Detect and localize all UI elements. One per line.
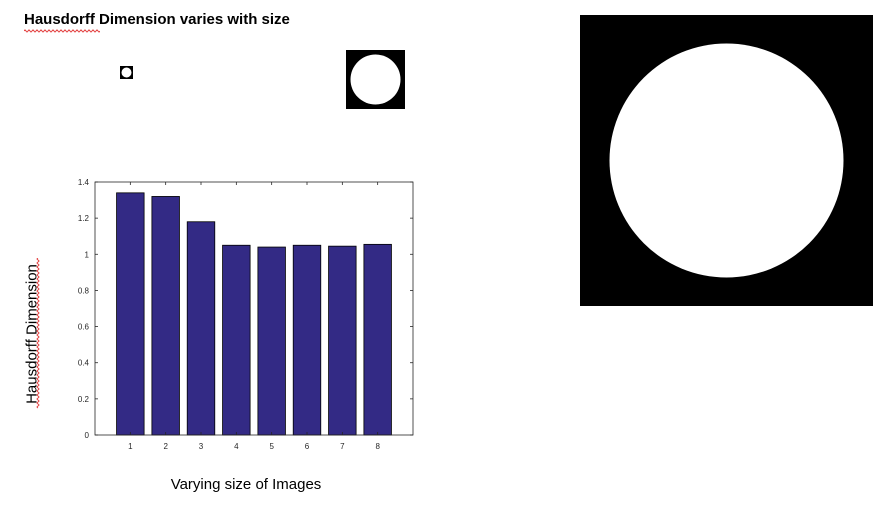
x-tick-label: 2 — [163, 442, 168, 451]
x-tick-label: 8 — [375, 442, 380, 451]
y-tick-label: 0.2 — [78, 395, 90, 404]
y-tick-label: 0.4 — [78, 359, 90, 368]
bar-3 — [186, 221, 216, 436]
large-circle-image — [580, 15, 873, 306]
plot-area — [95, 182, 413, 435]
hausdorff-bar-chart: 0 0.2 0.4 0.6 0.8 1 1.2 1.4 1 2 3 4 5 6 7 8 — [78, 178, 414, 451]
y-tick-label: 0.8 — [78, 286, 90, 295]
small-circle-image — [120, 66, 133, 79]
spellcheck-underline-title — [24, 29, 100, 33]
y-tick-label: 1.4 — [78, 178, 90, 187]
bar-5 — [257, 246, 286, 436]
y-tick-label: 0.6 — [78, 323, 90, 332]
x-tick-label: 7 — [340, 442, 345, 451]
x-tick-label: 3 — [199, 442, 204, 451]
y-tick-label: 0 — [85, 431, 90, 440]
y-tick-label: 1 — [85, 250, 90, 259]
bar-1 — [116, 192, 145, 436]
axes-box — [94, 181, 414, 436]
medium-circle-image — [346, 50, 405, 109]
bar-8 — [363, 243, 392, 436]
spellcheck-underline-ylabel — [36, 258, 40, 409]
y-tick-label: 1.2 — [78, 214, 90, 223]
x-tick-label: 6 — [305, 442, 310, 451]
page-title: Hausdorff Dimension varies with size — [24, 11, 290, 28]
bar-7 — [328, 245, 357, 436]
bar-2 — [151, 196, 180, 436]
bar-6 — [292, 244, 322, 436]
bar-4 — [222, 244, 251, 436]
x-tick-label: 5 — [269, 442, 274, 451]
x-axis-label: Varying size of Images — [170, 476, 322, 493]
x-tick-label: 4 — [234, 442, 239, 451]
x-tick-label: 1 — [128, 442, 133, 451]
